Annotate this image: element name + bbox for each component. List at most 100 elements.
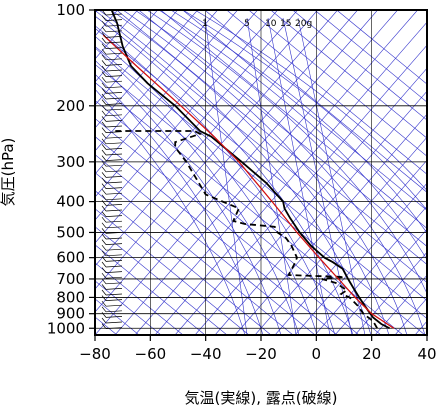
wind-barb-shaft bbox=[105, 237, 123, 240]
isotherm-line bbox=[95, 10, 178, 106]
wind-barb bbox=[101, 99, 123, 105]
wind-barb-shaft bbox=[105, 30, 123, 33]
dry-adiabat-line bbox=[95, 136, 338, 335]
temperature-tick-label: 0 bbox=[312, 345, 322, 363]
wind-barb-shaft bbox=[105, 327, 123, 329]
wind-barb-shaft bbox=[105, 86, 123, 89]
wind-barb-flag bbox=[101, 88, 107, 94]
isotherm-line bbox=[314, 205, 427, 335]
wind-barb-flag bbox=[101, 37, 107, 44]
wind-barb-flag bbox=[101, 188, 107, 195]
wind-barb-shaft bbox=[105, 64, 123, 66]
isotherm-line bbox=[95, 10, 358, 313]
wind-barb bbox=[101, 76, 123, 83]
wind-barb bbox=[101, 300, 123, 307]
x-axis-title: 気温(実線), 露点(破線) bbox=[185, 389, 338, 407]
pressure-tick-label: 200 bbox=[56, 97, 85, 115]
wind-barb-shaft bbox=[105, 19, 123, 21]
isotherm-line bbox=[254, 136, 427, 335]
wind-barb-shaft bbox=[105, 80, 123, 83]
wind-barb bbox=[101, 20, 123, 27]
wind-barb-flag bbox=[101, 256, 107, 262]
moist-adiabat-line bbox=[134, 10, 426, 335]
dry-adiabat-line bbox=[95, 64, 426, 335]
mixing-ratio-labels: 1 5 10 15 20g bbox=[202, 19, 312, 29]
wind-barb bbox=[101, 216, 123, 223]
wind-barb bbox=[101, 261, 123, 268]
moist-adiabat-line bbox=[95, 15, 354, 335]
wind-barb bbox=[101, 15, 123, 21]
wind-barb-shaft bbox=[105, 254, 123, 257]
dry-adiabat-line bbox=[314, 10, 427, 103]
isotherm-line bbox=[234, 113, 427, 335]
mixing-ratio-line bbox=[297, 17, 366, 335]
wind-barb-flag bbox=[101, 233, 107, 240]
wind-barb bbox=[101, 272, 123, 279]
isotherm-line bbox=[334, 228, 427, 335]
wind-barb-shaft bbox=[105, 58, 123, 61]
isotherm-line bbox=[294, 182, 427, 335]
pressure-temperature-grid bbox=[95, 10, 427, 335]
isotherm-line bbox=[214, 90, 427, 335]
temperature-profile-line bbox=[110, 10, 391, 330]
dry-adiabat-line bbox=[160, 10, 427, 229]
wind-barb bbox=[101, 82, 123, 89]
wind-barb-shaft bbox=[105, 159, 123, 161]
wind-barb-flag bbox=[101, 127, 107, 133]
wind-barb-shaft bbox=[105, 260, 123, 262]
dry-adiabat-line bbox=[95, 208, 250, 335]
wind-barb bbox=[101, 54, 123, 61]
wind-barb bbox=[101, 116, 123, 122]
dry-adiabat-line bbox=[95, 172, 294, 335]
moist-adiabat-line bbox=[122, 10, 408, 335]
wind-barb bbox=[101, 239, 123, 245]
wind-barb-flag bbox=[101, 172, 107, 178]
wind-barb-shaft bbox=[105, 321, 123, 324]
wind-barb-shaft bbox=[105, 282, 123, 285]
dewpoint-profile-line bbox=[114, 130, 378, 329]
wind-barb-flag bbox=[101, 312, 107, 318]
temperature-tick-label: −80 bbox=[79, 345, 111, 363]
wind-barb bbox=[101, 149, 123, 156]
wind-barb-flag bbox=[101, 200, 107, 206]
temperature-axis: −80 −60 −40 −20 0 20 40 bbox=[79, 335, 436, 363]
pressure-tick-label: 600 bbox=[56, 249, 85, 267]
wind-barb-shaft bbox=[105, 120, 123, 122]
pressure-tick-label: 800 bbox=[56, 288, 85, 306]
wind-barb bbox=[101, 177, 123, 184]
sounding-profiles bbox=[102, 10, 395, 330]
wind-barb-shaft bbox=[105, 97, 123, 100]
wind-barb bbox=[101, 71, 123, 77]
wind-barb-flag bbox=[101, 15, 107, 21]
wind-barb-shaft bbox=[105, 148, 123, 150]
wind-barb-flag bbox=[101, 32, 107, 38]
wind-barb bbox=[101, 256, 123, 262]
moist-adiabat-line bbox=[95, 47, 300, 335]
wind-barb-flag bbox=[101, 177, 107, 184]
temperature-tick-label: −20 bbox=[245, 345, 277, 363]
wind-barb-flag bbox=[101, 65, 107, 72]
wind-barb-shaft bbox=[105, 316, 123, 318]
wind-barb-shaft bbox=[105, 142, 123, 145]
moist-adiabat-line bbox=[194, 10, 427, 191]
wind-barb bbox=[101, 211, 123, 217]
wind-barb-shaft bbox=[105, 198, 123, 201]
moist-adiabat-line bbox=[158, 10, 427, 261]
wind-barb bbox=[101, 26, 123, 33]
temperature-tick-label: −40 bbox=[190, 345, 222, 363]
dry-adiabat-line bbox=[116, 10, 427, 265]
wind-barb-flag bbox=[101, 20, 107, 27]
wind-barb-shaft bbox=[105, 276, 123, 279]
mixing-ratio-label: 5 bbox=[244, 19, 250, 29]
wind-barb-shaft bbox=[105, 248, 123, 251]
y-axis-title: 気圧(hPa) bbox=[0, 138, 17, 207]
wind-barb-flag bbox=[101, 155, 107, 161]
moist-adiabat-line bbox=[146, 10, 427, 295]
wind-barb-flag bbox=[101, 194, 107, 201]
temperature-tick-label: 20 bbox=[362, 345, 381, 363]
wind-barb-flag bbox=[101, 267, 107, 273]
wind-barb-flag bbox=[101, 323, 107, 329]
wind-barb bbox=[101, 200, 123, 206]
wind-barb bbox=[101, 144, 123, 150]
